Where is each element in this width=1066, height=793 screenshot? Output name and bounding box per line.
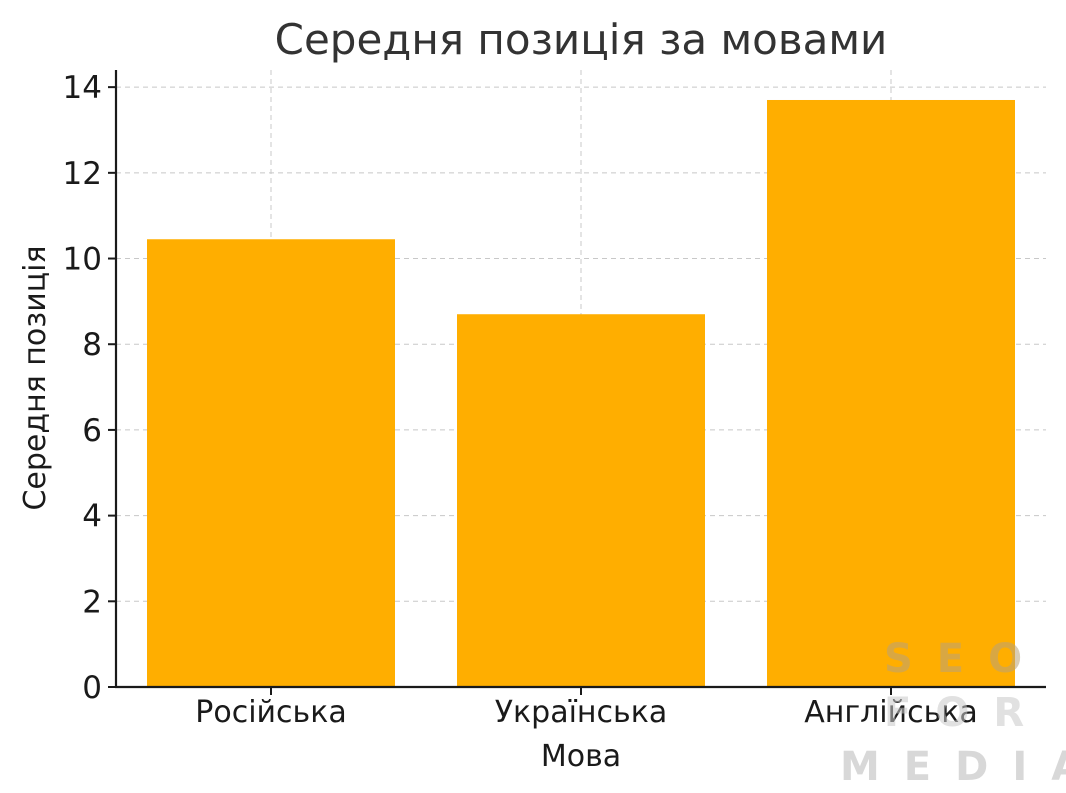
x-axis-label: Мова <box>541 739 621 774</box>
watermark-media: MEDIA <box>840 744 1066 790</box>
x-tick-label: Українська <box>495 695 667 730</box>
y-ticks: 0 2 4 6 8 10 12 14 <box>63 70 116 706</box>
bar <box>147 239 395 687</box>
y-tick-label: 8 <box>82 327 102 363</box>
chart-title: Середня позиція за мовами <box>275 15 888 64</box>
y-tick-label: 6 <box>82 413 102 449</box>
y-tick-label: 10 <box>63 242 102 278</box>
y-tick-label: 4 <box>82 499 102 535</box>
x-tick-label: Англійська <box>804 695 978 730</box>
y-axis-label: Середня позиція <box>18 245 53 510</box>
y-tick-label: 0 <box>82 670 102 706</box>
x-ticks: Російська Українська Англійська <box>195 687 978 730</box>
watermark-for: FOR <box>884 690 1049 736</box>
y-tick-label: 12 <box>63 156 102 192</box>
x-tick-label: Російська <box>195 695 346 730</box>
y-tick-label: 2 <box>82 584 102 620</box>
bars <box>147 99 1015 688</box>
y-tick-label: 14 <box>63 70 102 106</box>
bar <box>767 99 1015 688</box>
watermark-seo: SEO <box>884 636 1047 682</box>
bar <box>457 314 705 687</box>
